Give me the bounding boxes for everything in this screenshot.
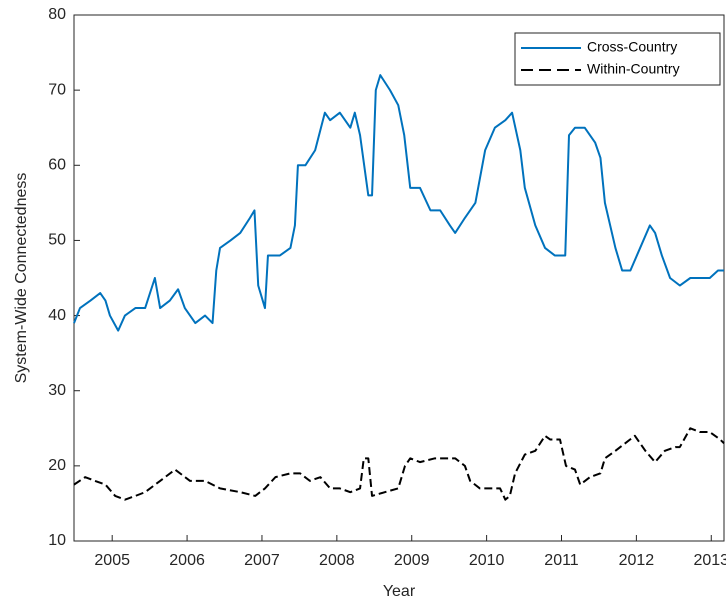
x-tick-label: 2007 bbox=[244, 552, 280, 569]
y-tick-label: 40 bbox=[48, 307, 66, 324]
x-tick-label: 2010 bbox=[469, 552, 505, 569]
y-tick-label: 70 bbox=[48, 81, 66, 98]
y-tick-label: 10 bbox=[48, 532, 66, 549]
y-axis-label: System-Wide Connectedness bbox=[13, 173, 30, 384]
x-tick-label: 2005 bbox=[94, 552, 130, 569]
y-tick-label: 50 bbox=[48, 232, 66, 249]
y-tick-label: 60 bbox=[48, 157, 66, 174]
y-tick-label: 80 bbox=[48, 6, 66, 23]
x-tick-label: 2013 bbox=[693, 552, 726, 569]
x-axis-label: Year bbox=[383, 583, 416, 600]
x-tick-label: 2006 bbox=[169, 552, 205, 569]
y-tick-label: 20 bbox=[48, 457, 66, 474]
x-tick-label: 2008 bbox=[319, 552, 355, 569]
legend-box bbox=[514, 32, 721, 86]
x-tick-label: 2012 bbox=[619, 552, 655, 569]
plot-area bbox=[73, 14, 725, 542]
series-line bbox=[73, 74, 724, 332]
x-tick-label: 2009 bbox=[394, 552, 430, 569]
series-line bbox=[73, 427, 725, 501]
legend-text: Cross-Country bbox=[587, 39, 677, 55]
x-tick-label: 2011 bbox=[544, 552, 579, 569]
y-tick-label: 30 bbox=[48, 382, 66, 399]
legend-text: Within-Country bbox=[587, 61, 680, 77]
